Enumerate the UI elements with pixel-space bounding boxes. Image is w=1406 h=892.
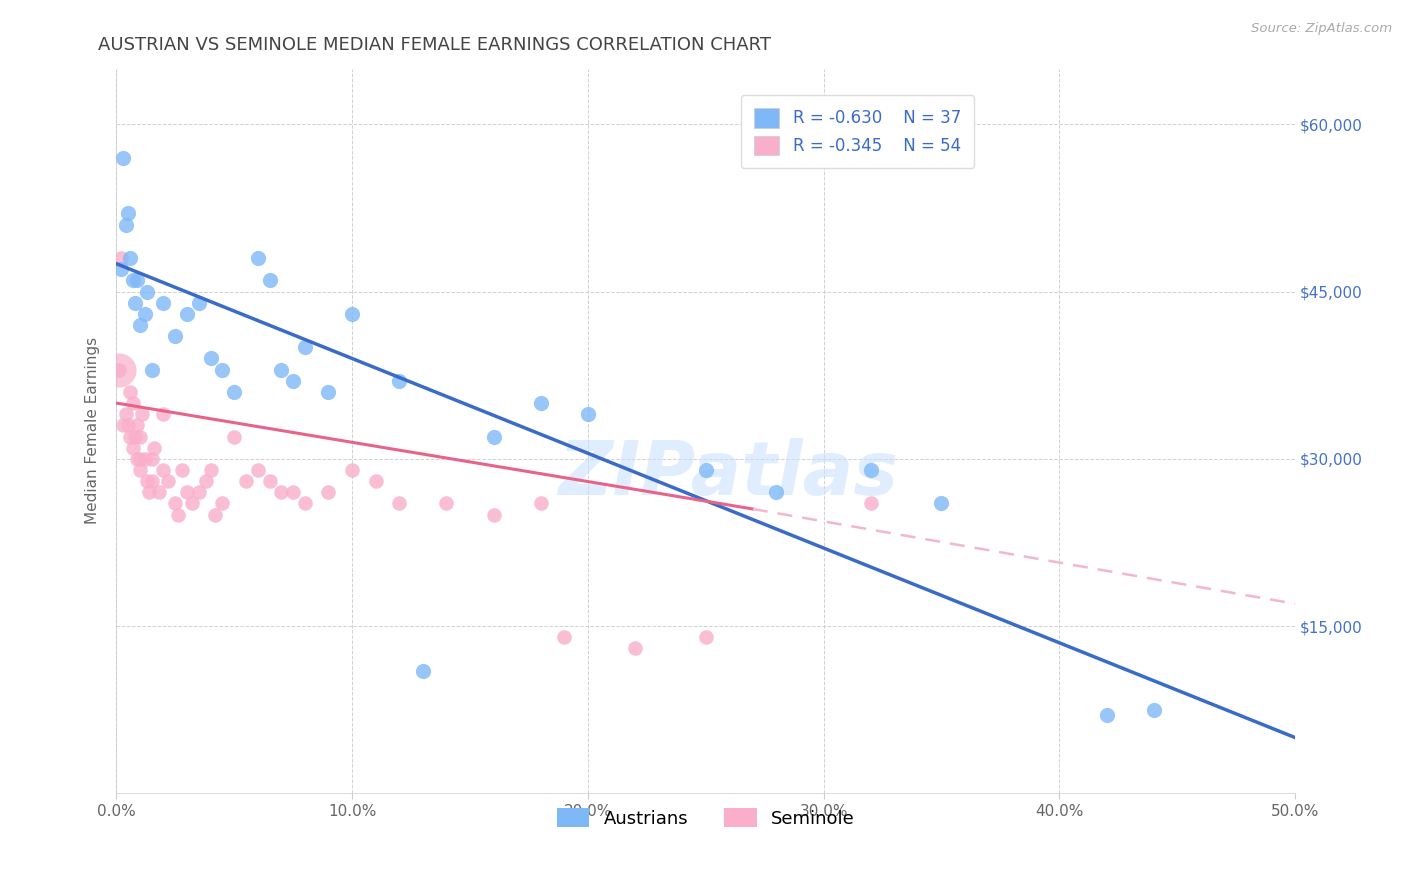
Point — [246, 251, 269, 265]
Point — [1143, 703, 1166, 717]
Point — [121, 441, 143, 455]
Point — [135, 474, 157, 488]
Point — [124, 429, 146, 443]
Point — [148, 485, 170, 500]
Point — [176, 307, 198, 321]
Point — [482, 508, 505, 522]
Point — [112, 418, 135, 433]
Point — [530, 396, 553, 410]
Point — [166, 508, 188, 522]
Point — [120, 429, 142, 443]
Point — [211, 362, 233, 376]
Point — [340, 463, 363, 477]
Point — [107, 362, 129, 376]
Point — [143, 441, 166, 455]
Point — [211, 496, 233, 510]
Point — [1095, 708, 1118, 723]
Point — [246, 463, 269, 477]
Point — [141, 362, 163, 376]
Point — [141, 474, 163, 488]
Point — [127, 418, 149, 433]
Point — [187, 485, 209, 500]
Point — [128, 451, 150, 466]
Point — [388, 374, 411, 388]
Point — [281, 485, 304, 500]
Point — [270, 485, 292, 500]
Point — [224, 384, 246, 399]
Text: ZIPatlas: ZIPatlas — [560, 438, 900, 511]
Point — [695, 463, 717, 477]
Point — [128, 318, 150, 332]
Point — [157, 474, 180, 488]
Point — [152, 407, 174, 421]
Point — [165, 496, 187, 510]
Point — [117, 418, 139, 433]
Point — [194, 474, 217, 488]
Point — [117, 206, 139, 220]
Point — [134, 307, 156, 321]
Point — [180, 496, 202, 510]
Point — [859, 496, 882, 510]
Point — [340, 307, 363, 321]
Point — [138, 485, 160, 500]
Point — [931, 496, 953, 510]
Point — [318, 384, 340, 399]
Point — [121, 273, 143, 287]
Point — [107, 362, 129, 376]
Point — [695, 630, 717, 644]
Point — [124, 295, 146, 310]
Point — [200, 351, 222, 366]
Point — [318, 485, 340, 500]
Point — [110, 251, 132, 265]
Point — [294, 496, 316, 510]
Point — [204, 508, 226, 522]
Point — [259, 273, 281, 287]
Y-axis label: Median Female Earnings: Median Female Earnings — [86, 337, 100, 524]
Point — [859, 463, 882, 477]
Point — [128, 463, 150, 477]
Point — [270, 362, 292, 376]
Legend: Austrians, Seminole: Austrians, Seminole — [550, 801, 862, 835]
Point — [152, 295, 174, 310]
Point — [388, 496, 411, 510]
Point — [235, 474, 257, 488]
Point — [134, 451, 156, 466]
Point — [112, 151, 135, 165]
Text: AUSTRIAN VS SEMINOLE MEDIAN FEMALE EARNINGS CORRELATION CHART: AUSTRIAN VS SEMINOLE MEDIAN FEMALE EARNI… — [98, 36, 772, 54]
Point — [200, 463, 222, 477]
Point — [294, 340, 316, 354]
Point — [127, 273, 149, 287]
Point — [364, 474, 387, 488]
Point — [114, 407, 136, 421]
Point — [135, 285, 157, 299]
Point — [165, 329, 187, 343]
Point — [576, 407, 599, 421]
Point — [281, 374, 304, 388]
Point — [482, 429, 505, 443]
Point — [187, 295, 209, 310]
Point — [127, 451, 149, 466]
Point — [121, 396, 143, 410]
Point — [172, 463, 194, 477]
Point — [128, 429, 150, 443]
Point — [434, 496, 457, 510]
Point — [259, 474, 281, 488]
Point — [530, 496, 553, 510]
Point — [176, 485, 198, 500]
Point — [152, 463, 174, 477]
Point — [131, 407, 153, 421]
Point — [141, 451, 163, 466]
Point — [110, 262, 132, 277]
Point — [120, 384, 142, 399]
Point — [624, 641, 647, 656]
Point — [412, 664, 434, 678]
Point — [114, 218, 136, 232]
Point — [765, 485, 787, 500]
Text: Source: ZipAtlas.com: Source: ZipAtlas.com — [1251, 22, 1392, 36]
Point — [553, 630, 575, 644]
Point — [224, 429, 246, 443]
Point — [120, 251, 142, 265]
